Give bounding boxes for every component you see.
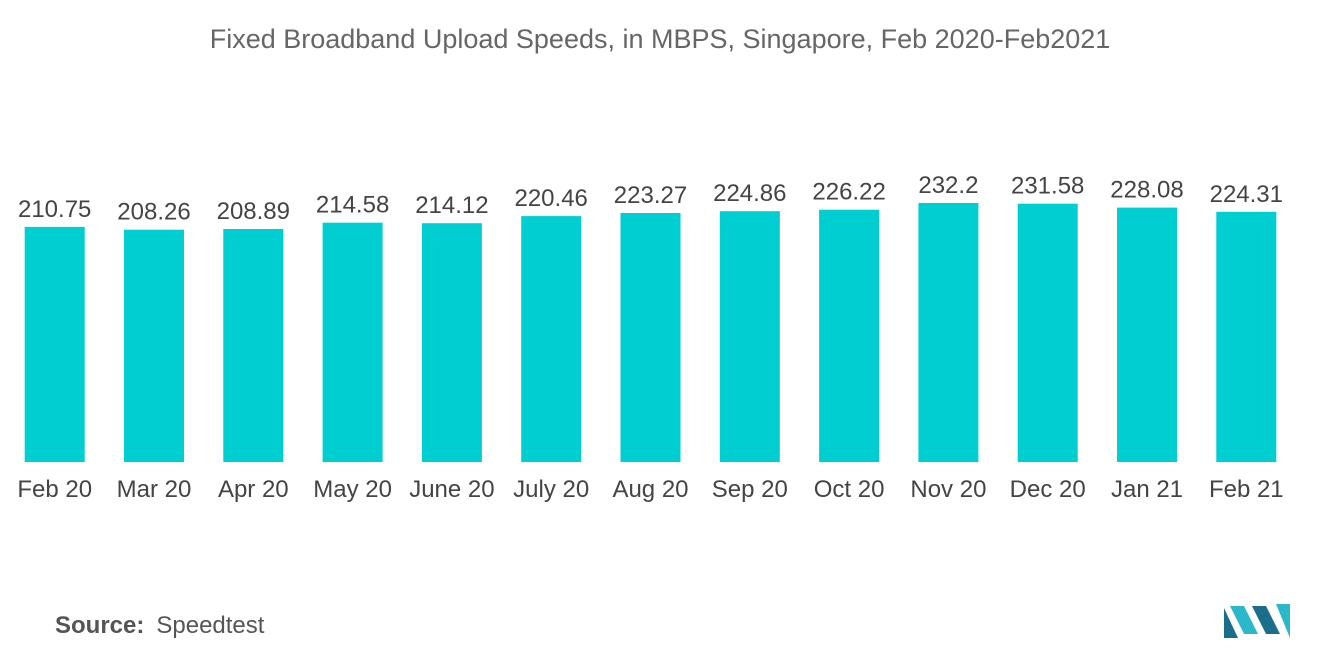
value-label: 210.75 [18, 196, 91, 223]
bar [124, 229, 184, 462]
category-label: Dec 20 [1010, 476, 1086, 503]
category-label: June 20 [409, 476, 494, 503]
source-note: Source: Speedtest [55, 612, 264, 640]
value-label: 226.22 [812, 179, 885, 206]
value-label: 214.58 [316, 192, 389, 219]
bar [719, 211, 780, 462]
category-label: Feb 20 [17, 476, 92, 503]
bar [819, 209, 880, 462]
value-label: 208.26 [117, 199, 190, 226]
category-label: Jan 21 [1111, 476, 1183, 503]
category-label: May 20 [313, 476, 392, 503]
source-value: Speedtest [156, 612, 265, 639]
bar [1216, 211, 1277, 462]
value-label: 224.86 [713, 180, 786, 207]
category-label: Sep 20 [712, 476, 788, 503]
bar [223, 229, 284, 462]
value-label: 208.89 [217, 198, 290, 225]
value-label: 228.08 [1110, 177, 1183, 204]
value-label: 232.2 [918, 172, 978, 199]
value-label: 223.27 [614, 182, 687, 209]
mordor-intelligence-logo-icon [1224, 604, 1290, 638]
value-label: 231.58 [1011, 173, 1084, 200]
value-label: 214.12 [415, 192, 488, 219]
category-label: Aug 20 [612, 476, 688, 503]
category-label: Oct 20 [814, 476, 885, 503]
bar [421, 223, 482, 462]
bar [918, 203, 979, 462]
source-label: Source: [55, 612, 145, 639]
bar-chart: 210.75 208.26 208.89 214.58 214.12 220.46 223.… [17, 172, 1284, 503]
category-label: Nov 20 [910, 476, 986, 503]
bar [322, 222, 383, 462]
bar [521, 216, 582, 462]
category-label: Apr 20 [218, 476, 289, 503]
category-label: Feb 21 [1209, 476, 1284, 503]
bar [620, 213, 681, 462]
bar [1017, 203, 1078, 462]
value-label: 224.31 [1210, 181, 1283, 208]
value-label: 220.46 [514, 185, 587, 212]
bar [24, 226, 85, 462]
chart-title: Fixed Broadband Upload Speeds, in MBPS, … [209, 24, 1111, 54]
category-label: Mar 20 [117, 476, 192, 503]
bar [1117, 207, 1177, 462]
category-label: July 20 [513, 476, 589, 503]
